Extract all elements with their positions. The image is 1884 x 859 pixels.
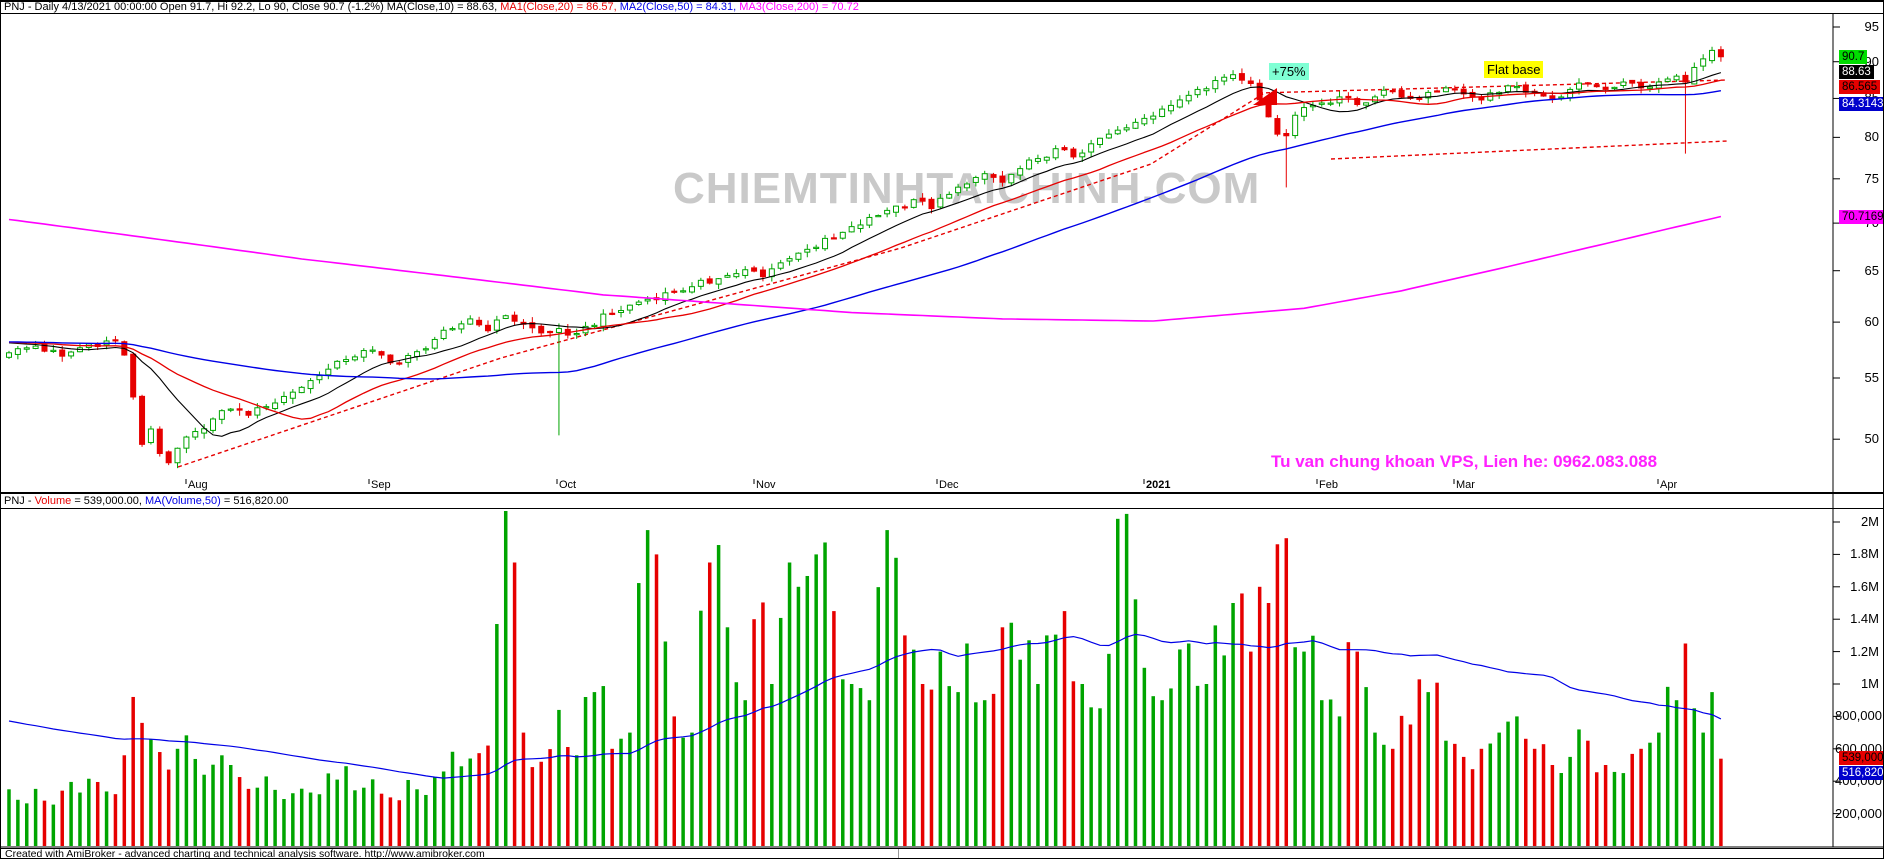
ma20-line: [8, 79, 1722, 420]
title-segment: = 539,000.00,: [71, 495, 145, 507]
title-segment: MA1(Close,20) = 86.57,: [500, 1, 620, 13]
title-segment: PNJ - Daily 4/13/2021 00:00:00 Open 91.7…: [4, 1, 501, 13]
measure-marker-triangle: [1253, 88, 1277, 105]
status-bar: Created with AmiBroker - advanced charti…: [1, 848, 1883, 859]
volume-bars: [7, 511, 1723, 846]
price-pane-title[interactable]: PNJ - Daily 4/13/2021 00:00:00 Open 91.7…: [1, 1, 1883, 14]
trendline-flat-base-upper: [1258, 79, 1728, 94]
title-segment: MA2(Close,50) = 84.31,: [619, 1, 740, 13]
title-segment: MA3(Close,200) = 70.72: [739, 1, 859, 13]
ma50-line: [8, 90, 1722, 380]
volume-pane-title[interactable]: PNJ - Volume = 539,000.00, MA(Volume,50)…: [1, 493, 1883, 509]
trendline-uptrend-from-low: [177, 93, 1264, 468]
gain-annotation: +75%: [1269, 63, 1309, 80]
volume-ma50-line: [8, 633, 1722, 779]
contact-annotation: Tu van chung khoan VPS, Lien he: 0962.08…: [1271, 452, 1658, 471]
trendline-flat-base-lower: [1330, 140, 1728, 160]
watermark-text: CHIEMTINHTAICHINH.COM: [673, 164, 1261, 213]
flat-base-annotation: Flat base: [1484, 61, 1544, 78]
title-segment: = 516,820.00: [220, 495, 289, 507]
price-chart: [6, 46, 1728, 469]
title-segment: Volume: [34, 495, 72, 507]
status-bar-text: Created with AmiBroker - advanced charti…: [5, 848, 485, 859]
title-segment: PNJ -: [4, 495, 35, 507]
ma10-line: [8, 72, 1722, 437]
date-axis-strip[interactable]: [1, 479, 1883, 493]
ma200-line: [8, 215, 1722, 322]
status-bar-separator: [448, 849, 449, 858]
title-segment: MA(Volume,50): [144, 495, 221, 507]
chart-frame: [1, 14, 1883, 848]
status-bar-separator: [898, 849, 899, 858]
